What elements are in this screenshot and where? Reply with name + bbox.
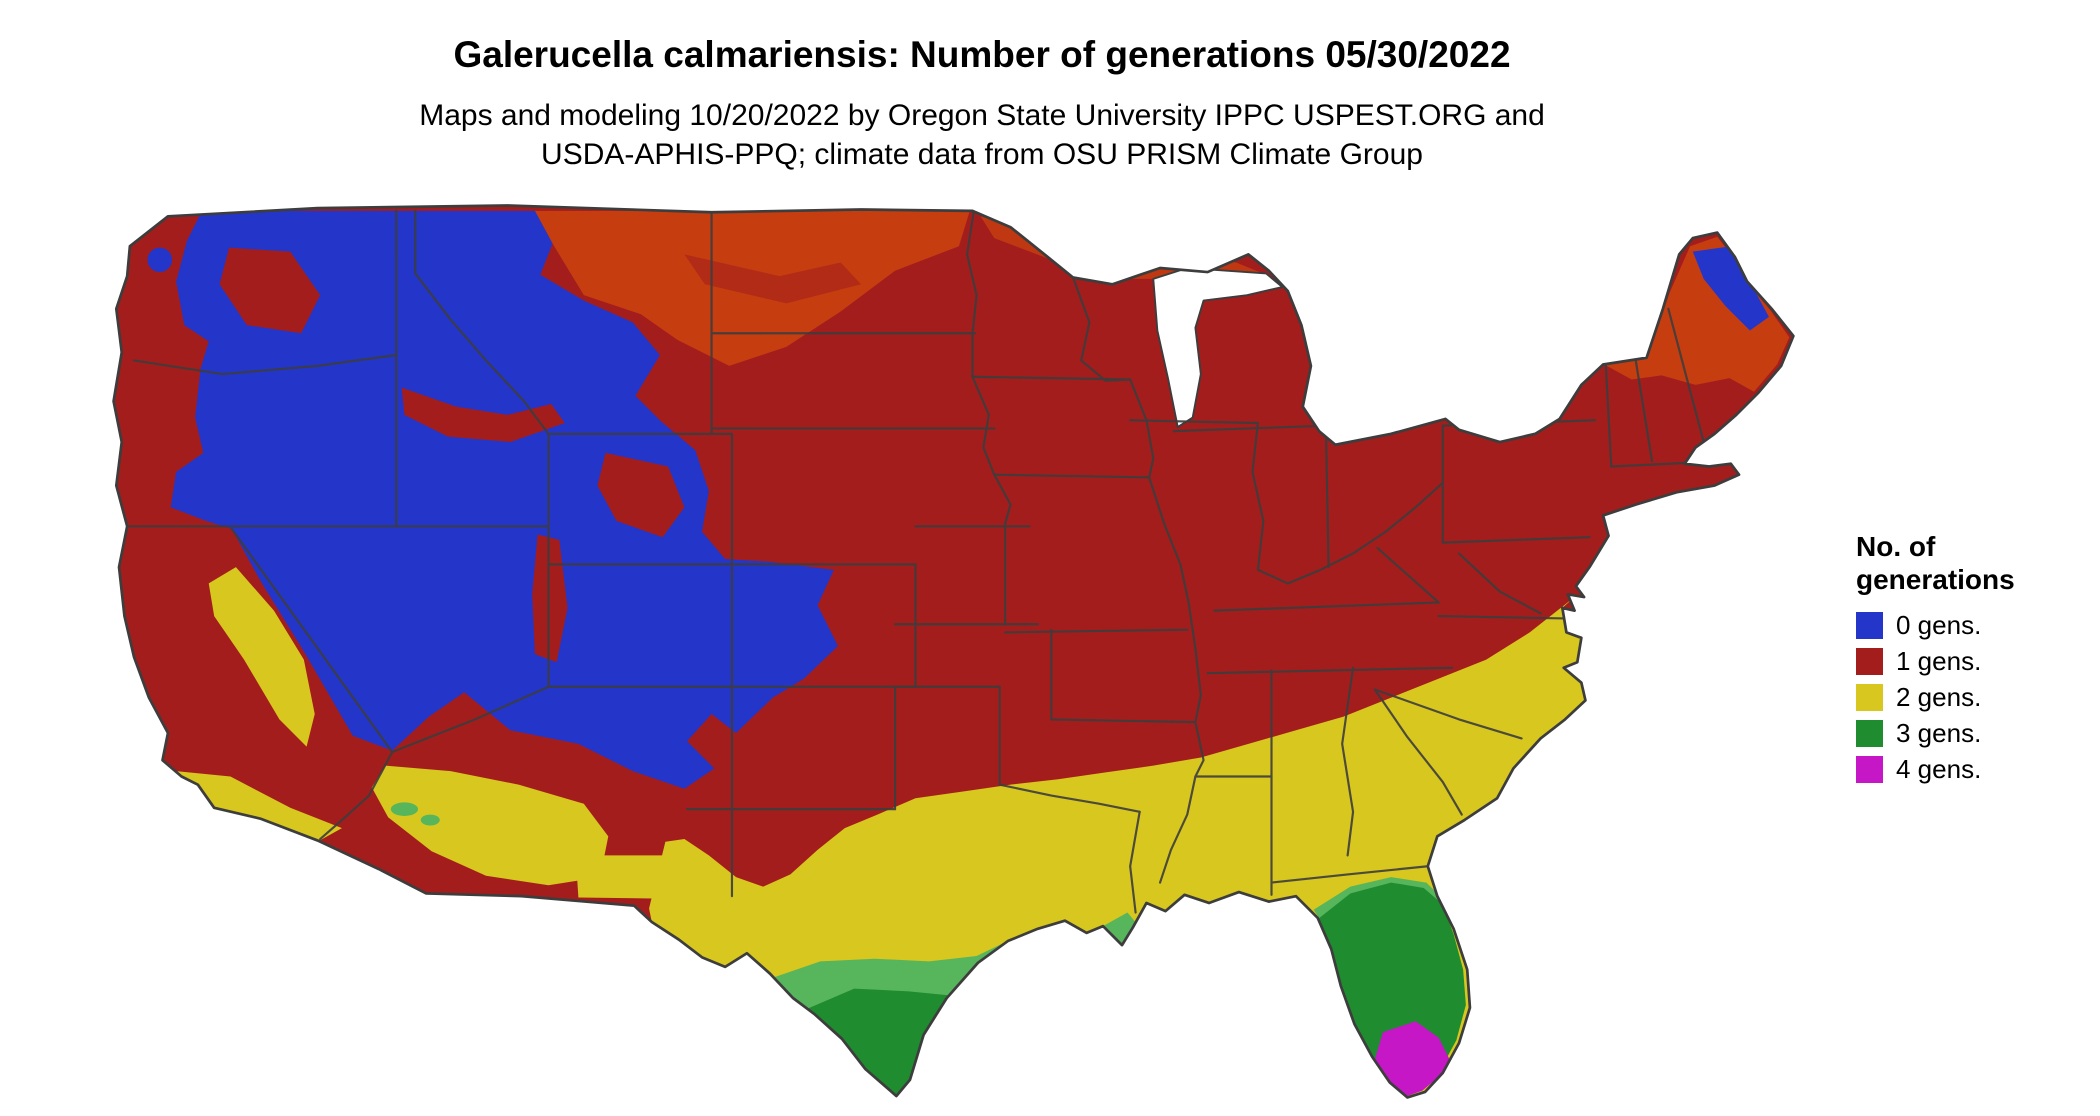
legend-item-0-gens: 0 gens. — [1856, 610, 2086, 640]
state-borders — [126, 209, 1727, 914]
legend-title-line-1: No. of — [1856, 531, 1936, 562]
us-outline — [112, 204, 1795, 1099]
us-generations-map — [112, 204, 1795, 1099]
legend-label-2-gens: 2 gens. — [1896, 682, 1982, 712]
legend-title: No. of generations — [1856, 530, 2086, 596]
subtitle-line-1: Maps and modeling 10/20/2022 by Oregon S… — [419, 99, 1545, 132]
legend-swatch-0-gens — [1856, 612, 1883, 639]
legend-swatch-1-gens — [1856, 648, 1883, 675]
legend-swatch-2-gens — [1856, 684, 1883, 711]
legend-label-3-gens: 3 gens. — [1896, 718, 1982, 748]
lake-michigan — [1152, 267, 1284, 429]
legend-label-0-gens: 0 gens. — [1896, 610, 1982, 640]
legend-items: 0 gens. 1 gens. 2 gens. 3 gens. 4 gens. — [1856, 610, 2086, 784]
legend-label-4-gens: 4 gens. — [1896, 754, 1982, 784]
map-container — [100, 200, 1826, 1111]
great-lakes — [1152, 267, 1284, 429]
subtitle-line-2: USDA-APHIS-PPQ; climate data from OSU PR… — [541, 138, 1423, 171]
page-title: Galerucella calmariensis: Number of gene… — [453, 34, 1511, 75]
legend-label-1-gens: 1 gens. — [1896, 646, 1982, 676]
legend-item-1-gens: 1 gens. — [1856, 646, 2086, 676]
legend-item-3-gens: 3 gens. — [1856, 718, 2086, 748]
legend-item-2-gens: 2 gens. — [1856, 682, 2086, 712]
page-subtitle: Maps and modeling 10/20/2022 by Oregon S… — [0, 96, 1964, 174]
map-legend: No. of generations 0 gens. 1 gens. 2 gen… — [1856, 530, 2086, 792]
legend-item-4-gens: 4 gens. — [1856, 754, 2086, 784]
legend-swatch-3-gens — [1856, 720, 1883, 747]
legend-swatch-4-gens — [1856, 756, 1883, 783]
legend-title-line-2: generations — [1856, 564, 2015, 595]
region-0-generations — [147, 210, 1769, 789]
region-1-generation-patches — [219, 247, 862, 663]
